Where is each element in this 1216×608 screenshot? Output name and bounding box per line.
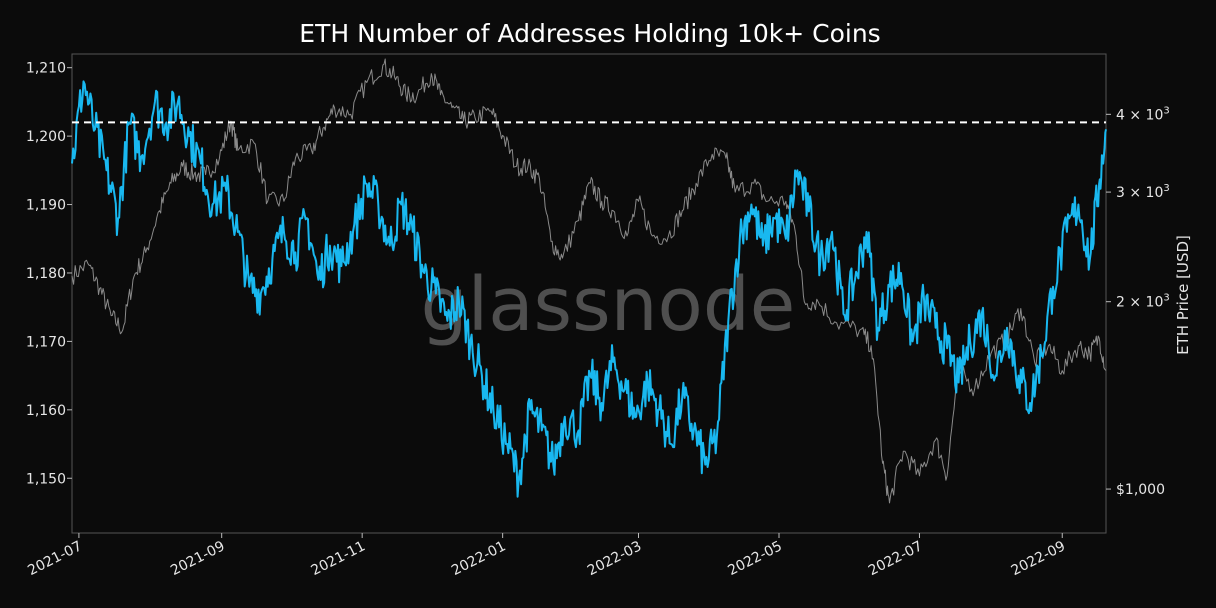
price-line (71, 58, 1107, 504)
left-tick-label: 1,180 (26, 266, 66, 282)
left-tick-label: 1,190 (26, 198, 66, 214)
right-tick-label: 2 × 103 (1116, 293, 1170, 311)
watermark-logo: glassnode (421, 262, 796, 348)
chart-title: ETH Number of Addresses Holding 10k+ Coi… (299, 19, 880, 48)
left-tick-label: 1,160 (26, 403, 66, 419)
right-tick-label: 3 × 103 (1116, 183, 1170, 201)
right-tick-label: $1,000 (1116, 482, 1165, 498)
holders-line (71, 80, 1107, 498)
left-axis: 1,210 1,200 1,190 1,180 1,170 1,160 1,150 (26, 61, 72, 487)
right-axis: 4 × 103 3 × 103 2 × 103 $1,000 (1106, 105, 1170, 498)
price-series-layer (71, 58, 1107, 504)
plot-frame (71, 53, 1107, 534)
left-tick-label: 1,200 (26, 129, 66, 145)
holders-series-layer (71, 80, 1107, 498)
left-tick-label: 1,170 (26, 334, 66, 350)
left-tick-label: 1,210 (26, 61, 66, 77)
right-tick-label: 4 × 103 (1116, 105, 1170, 123)
right-axis-title: ETH Price [USD] (1174, 235, 1192, 355)
left-tick-label: 1,150 (26, 471, 66, 487)
